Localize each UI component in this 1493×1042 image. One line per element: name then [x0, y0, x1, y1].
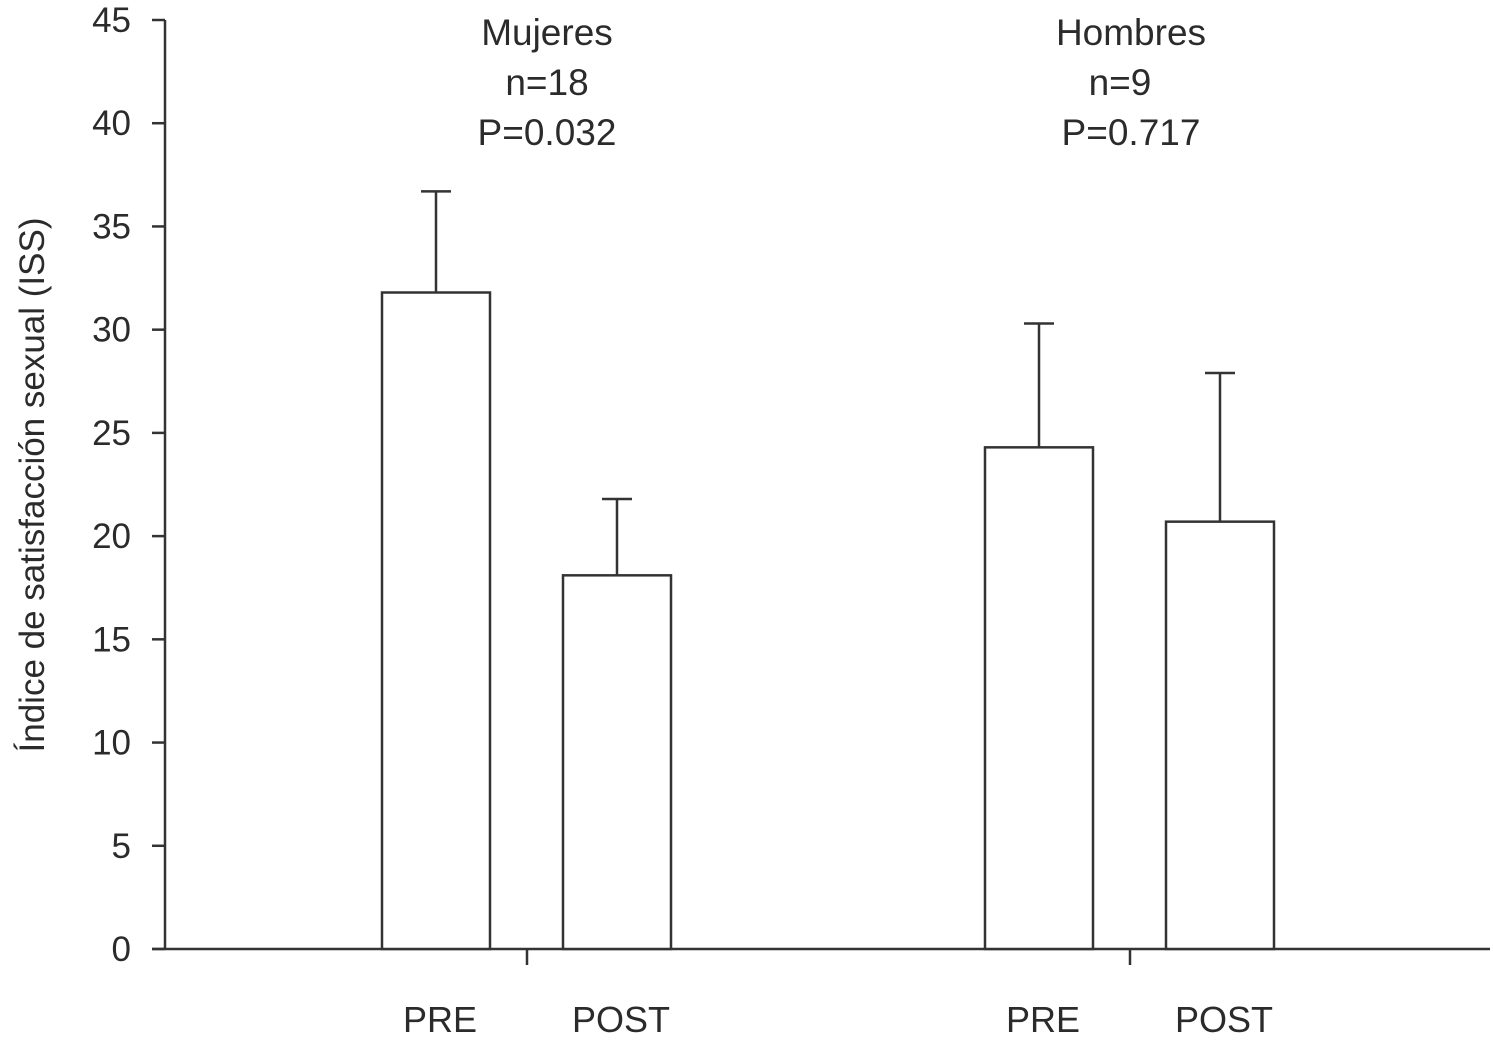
y-tick-label: 0 — [112, 930, 131, 969]
bar — [983, 446, 1095, 951]
y-tick-label: 10 — [92, 724, 131, 763]
y-tick-label: 5 — [112, 827, 131, 866]
group-p-label: P=0.032 — [478, 112, 617, 153]
group-p-label: P=0.717 — [1062, 112, 1201, 153]
x-category-label: PRE — [1006, 999, 1080, 1040]
labels: 0 5 10 15 20 25 30 35 40 45 Mujeres n=18 P=0.032 PRE P… — [92, 1, 1273, 1040]
y-tick-label: 30 — [92, 311, 131, 350]
axes — [152, 18, 1490, 965]
group-n-label: n=9 — [1089, 62, 1152, 103]
y-tick-label: 20 — [92, 517, 131, 556]
bar — [380, 291, 492, 951]
bar — [561, 574, 673, 951]
y-tick-label: 45 — [92, 1, 131, 40]
x-category-label: POST — [572, 999, 670, 1040]
y-tick-label: 25 — [92, 414, 131, 453]
group-name-label: Mujeres — [481, 12, 613, 53]
bar — [1164, 520, 1276, 951]
y-tick-label: 35 — [92, 207, 131, 246]
group-name-label: Hombres — [1056, 12, 1206, 53]
x-category-label: PRE — [403, 999, 477, 1040]
y-axis-label: Índice de satisfacción sexual (ISS) — [13, 218, 52, 753]
group-n-label: n=18 — [505, 62, 588, 103]
x-category-label: POST — [1175, 999, 1273, 1040]
bars — [380, 190, 1276, 951]
y-tick-label: 40 — [92, 104, 131, 143]
y-tick-label: 15 — [92, 620, 131, 659]
